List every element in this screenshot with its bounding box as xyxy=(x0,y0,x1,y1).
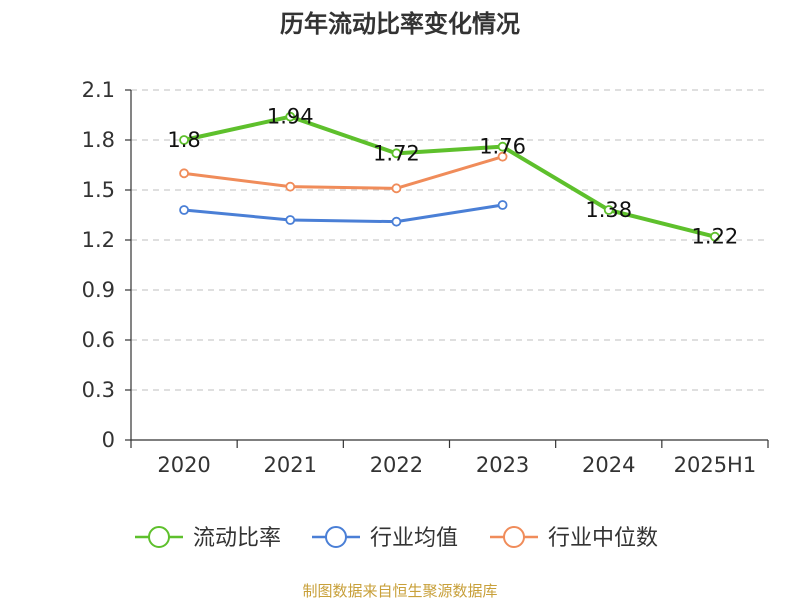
data-label: 1.94 xyxy=(267,105,314,129)
x-tick-label: 2020 xyxy=(157,453,210,477)
data-point xyxy=(179,168,189,179)
y-axis: 0 0.3 0.6 0.9 1.2 1.5 1.8 2.1 xyxy=(82,78,132,452)
x-tick-label: 2025H1 xyxy=(674,453,757,477)
data-label: 1.72 xyxy=(373,141,420,165)
data-point xyxy=(391,183,402,194)
y-tick-label: 0.6 xyxy=(82,328,115,352)
y-tick-label: 0 xyxy=(102,428,115,452)
data-point xyxy=(497,141,508,152)
data-point xyxy=(285,181,296,192)
x-axis: 2020 2021 2022 2023 2024 2025H1 xyxy=(130,439,769,477)
legend-label: 行业均值 xyxy=(370,526,458,551)
data-point xyxy=(391,216,402,227)
legend-marker xyxy=(325,526,347,548)
x-tick-label: 2023 xyxy=(476,453,529,477)
grid xyxy=(131,89,768,391)
x-tick-label: 2022 xyxy=(370,453,423,477)
data-point xyxy=(285,111,296,122)
source-note: 制图数据来自恒生聚源数据库 xyxy=(302,582,497,600)
data-point xyxy=(497,200,508,210)
data-label: 1.38 xyxy=(585,198,632,222)
y-tick-label: 1.5 xyxy=(82,178,115,202)
data-point xyxy=(710,231,720,242)
data-label: 1.76 xyxy=(479,135,526,159)
legend-item-2[interactable]: 行业中位数 xyxy=(490,526,658,551)
data-point xyxy=(497,151,508,162)
data-point xyxy=(179,135,189,145)
data-point xyxy=(391,148,402,159)
data-point xyxy=(179,205,189,215)
y-tick-label: 0.9 xyxy=(82,278,115,302)
chart-title: 历年流动比率变化情况 xyxy=(280,10,520,38)
legend-label: 行业中位数 xyxy=(548,526,658,551)
x-tick-label: 2024 xyxy=(582,453,635,477)
data-label: 1.22 xyxy=(692,225,739,249)
y-tick-label: 1.2 xyxy=(82,228,115,252)
y-tick-label: 0.3 xyxy=(82,378,115,402)
data-labels: 1.8 1.94 1.72 1.76 1.38 1.22 xyxy=(167,105,738,249)
data-point xyxy=(285,215,296,225)
legend[interactable]: 流动比率 行业均值 行业中位数 xyxy=(135,526,658,551)
series-line-1 xyxy=(183,203,503,224)
y-tick-label: 2.1 xyxy=(82,78,115,102)
series-line-2 xyxy=(183,155,504,190)
legend-item-1[interactable]: 行业均值 xyxy=(312,526,458,551)
x-tick-label: 2021 xyxy=(264,453,317,477)
y-tick-label: 1.8 xyxy=(82,128,115,152)
data-point xyxy=(603,205,614,215)
series-layer xyxy=(179,111,720,242)
data-label: 1.8 xyxy=(167,128,200,152)
legend-marker xyxy=(148,526,170,548)
legend-marker xyxy=(503,526,525,548)
legend-label: 流动比率 xyxy=(193,526,281,551)
series-line-0 xyxy=(183,114,716,239)
legend-item-0[interactable]: 流动比率 xyxy=(135,526,281,551)
